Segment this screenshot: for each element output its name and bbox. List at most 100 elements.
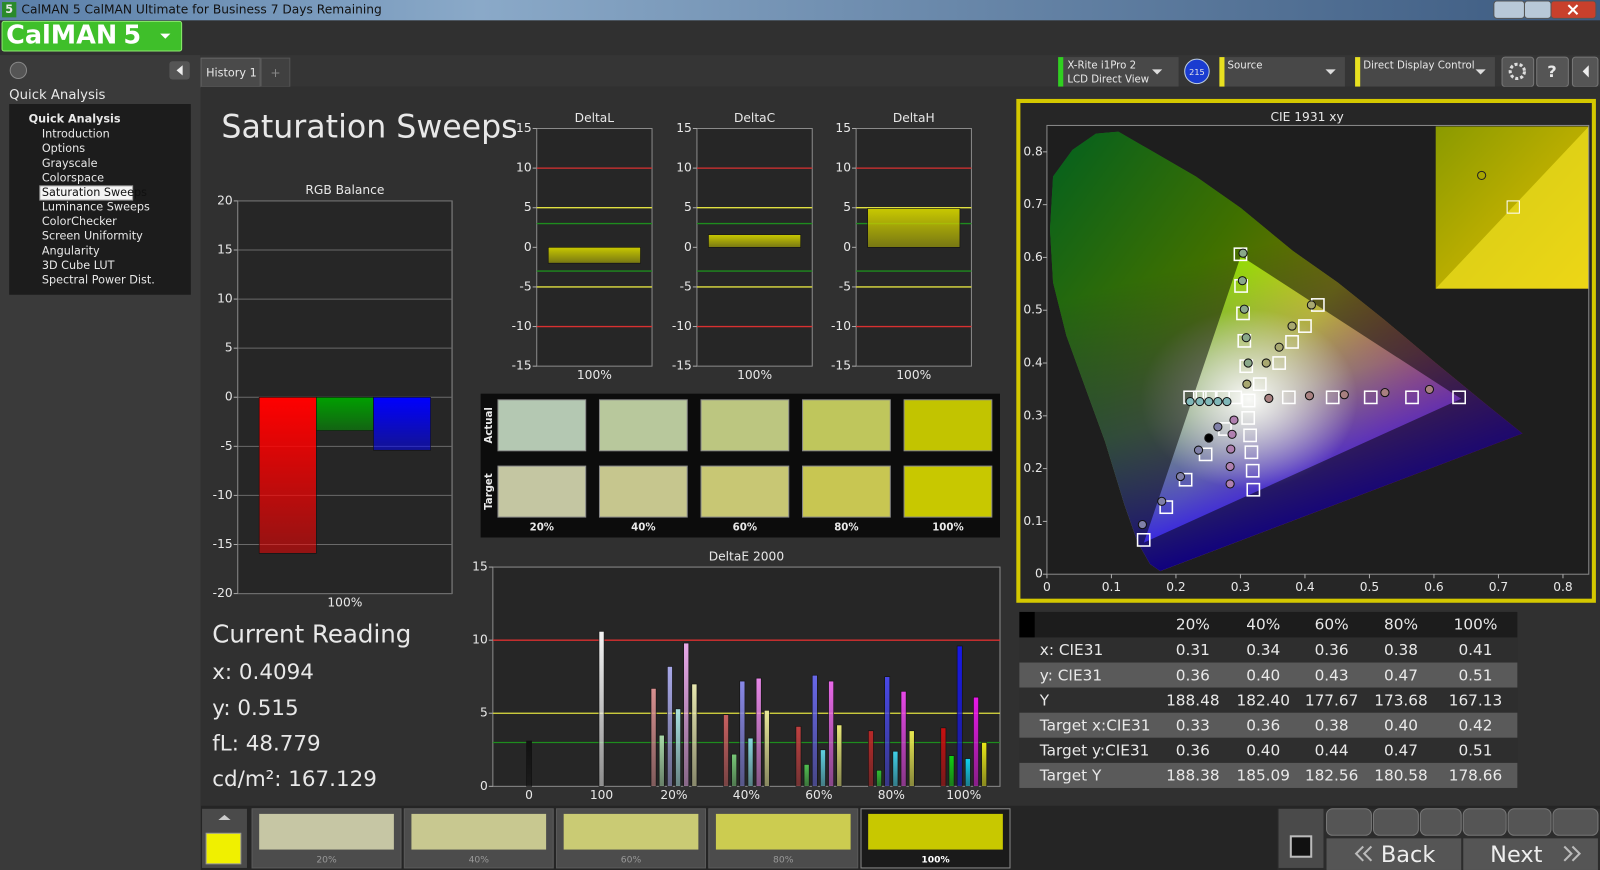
target-marker [1405, 390, 1419, 405]
table-row [1019, 712, 1518, 738]
y-tick-label: 0 [1035, 567, 1043, 581]
bar [908, 730, 915, 787]
bar [747, 737, 754, 787]
y-tick-label: -20 [213, 586, 233, 600]
add-tab[interactable] [260, 57, 291, 88]
minimize-button[interactable] [1493, 0, 1525, 19]
reading-title: Current Reading [212, 619, 411, 648]
tree-item[interactable]: ColorChecker [42, 215, 117, 228]
inset-target [1506, 200, 1520, 214]
sidebar-pin[interactable] [9, 61, 28, 80]
y-tick-label: 15 [516, 121, 532, 135]
bar [731, 753, 738, 787]
actual-marker [1213, 396, 1223, 407]
table-cell: 182.40 [1236, 691, 1290, 709]
footer-swatch-label: 80% [773, 854, 794, 865]
nav-icons [1326, 808, 1599, 836]
target-swatch [903, 465, 993, 518]
source-status [1219, 57, 1225, 87]
next-button[interactable] [1463, 838, 1598, 870]
x-tick-label: 100% [737, 368, 772, 382]
title-bar [0, 0, 1600, 21]
swatch-label: 20% [530, 522, 554, 533]
refresh-button[interactable] [1507, 808, 1552, 836]
tree-item[interactable]: Angularity [42, 244, 100, 257]
swatch-row-label: Target [484, 473, 495, 510]
loop-button[interactable] [1462, 808, 1507, 836]
footer-up[interactable] [218, 814, 231, 820]
bar [373, 396, 431, 451]
tree-item[interactable]: Screen Uniformity [42, 230, 143, 243]
reading-line: x: 0.4094 [212, 660, 314, 685]
bar [811, 674, 818, 787]
table-cell: 0.43 [1315, 666, 1349, 684]
table-cell: 0.36 [1176, 742, 1210, 760]
x-tick-label: 0.6 [1424, 580, 1444, 594]
x-tick-label: 0.5 [1360, 580, 1379, 594]
source-selector[interactable] [1219, 57, 1345, 87]
actual-swatch [497, 399, 587, 452]
table-row-label: Y [1039, 691, 1050, 709]
bar [900, 691, 907, 787]
table-cell: 0.38 [1384, 641, 1418, 659]
meter-badge[interactable] [1184, 58, 1210, 85]
check-button[interactable] [1552, 808, 1599, 836]
meter-badge-text: 215 [1189, 67, 1205, 77]
y-tick-label: -10 [512, 319, 532, 333]
play-button[interactable] [1372, 808, 1419, 836]
logo-button[interactable] [1, 20, 183, 52]
back-button[interactable] [1326, 838, 1462, 870]
x-tick-label: 0 [1043, 580, 1051, 594]
y-tick-label: 5 [225, 341, 233, 355]
actual-marker [1274, 342, 1284, 352]
table-cell: 180.58 [1374, 767, 1428, 785]
y-tick-label: 0.4 [1023, 356, 1043, 370]
table-header-cell: 40% [1246, 616, 1280, 634]
chart-title: RGB Balance [305, 183, 384, 197]
maximize-button[interactable] [1523, 0, 1552, 19]
tree-item[interactable]: Options [42, 142, 85, 155]
history-tab[interactable] [200, 57, 261, 88]
app-icon [2, 2, 17, 18]
tree-item[interactable]: Grayscale [42, 157, 98, 170]
table-header [1019, 611, 1518, 638]
table-cell: 0.36 [1176, 666, 1210, 684]
tree-item[interactable]: 3D Cube LUT [42, 259, 115, 272]
footer-swatch-label: 100% [921, 854, 949, 865]
actual-marker [1137, 519, 1147, 530]
y-tick-label: 0.3 [1023, 408, 1042, 422]
x-tick-label: 0.4 [1295, 580, 1315, 594]
target-marker [1452, 390, 1466, 405]
table-row [1019, 737, 1518, 763]
table-cell: 188.38 [1166, 767, 1220, 785]
table-cell: 188.48 [1166, 691, 1220, 709]
tree-item[interactable]: Colorspace [42, 171, 104, 184]
tree-item[interactable]: Saturation Sweeps [42, 186, 147, 199]
bar [884, 676, 891, 787]
logo-text: CalMAN 5 [6, 21, 141, 51]
x-tick-label: 0 [525, 788, 533, 802]
table-cell: 0.40 [1246, 742, 1280, 760]
display-selector[interactable] [1355, 57, 1495, 87]
table-row [1019, 762, 1518, 788]
chart-title: DeltaL [575, 111, 615, 125]
y-tick-label: -10 [672, 319, 692, 333]
target-marker [1243, 428, 1258, 443]
settings-button[interactable] [1501, 56, 1535, 88]
tree-item[interactable]: Introduction [42, 128, 110, 141]
stop-button[interactable] [1326, 808, 1372, 836]
tree-root[interactable]: Quick Analysis [29, 112, 121, 125]
chart-title: CIE 1931 xy [1270, 110, 1343, 124]
table-row-label: y: CIE31 [1040, 666, 1102, 684]
tree-item[interactable]: Spectral Power Dist. [42, 273, 155, 286]
y-tick-label: 20 [217, 193, 233, 207]
read-button[interactable] [1419, 808, 1462, 836]
display-label: Direct Display Control [1363, 60, 1474, 71]
actual-swatch [903, 399, 993, 452]
dropdown-arrow [1325, 69, 1336, 75]
bar [547, 247, 641, 264]
target-marker [1241, 393, 1256, 408]
tree-item[interactable]: Luminance Sweeps [42, 201, 150, 214]
x-tick-label: 0.8 [1553, 580, 1572, 594]
